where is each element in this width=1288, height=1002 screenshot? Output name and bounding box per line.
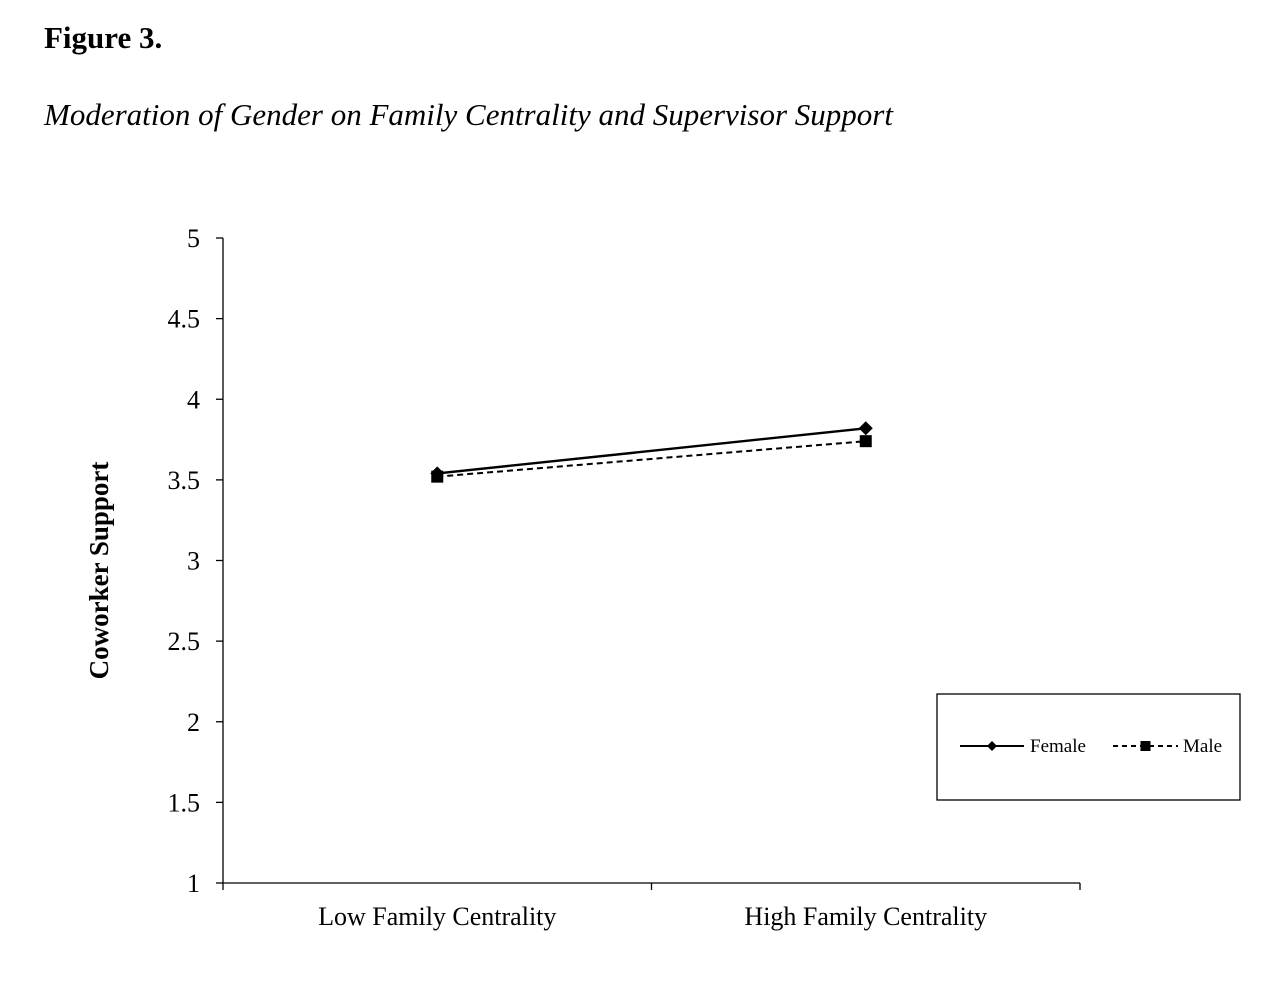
legend-item-male: Male [1113, 736, 1222, 757]
x-ticks: Low Family Centrality High Family Central… [222, 883, 1081, 931]
series-female [430, 421, 873, 481]
legend-label: Female [1030, 736, 1086, 757]
y-tick-label: 1 [187, 869, 200, 898]
legend-label: Male [1183, 736, 1222, 757]
series-line-male [437, 440, 866, 478]
y-tick-label: 3 [187, 547, 200, 576]
data-point-male [431, 470, 444, 483]
y-axis-label: Coworker Support [84, 462, 114, 680]
series-group [430, 421, 873, 483]
y-tick-label: 5 [187, 224, 200, 253]
x-tick-label: Low Family Centrality [318, 902, 556, 931]
y-tick-label: 3.5 [168, 466, 201, 495]
figure-title: Moderation of Gender on Family Centralit… [44, 97, 893, 132]
series-male [431, 435, 872, 483]
data-point-male [859, 435, 872, 448]
y-tick-label: 2.5 [168, 627, 201, 656]
y-tick-label: 4.5 [168, 305, 201, 334]
legend-marker [1140, 741, 1151, 751]
series-line-female [437, 427, 866, 475]
legend-item-female: Female [960, 736, 1086, 757]
legend: Female Male [936, 693, 1241, 801]
legend-marker [987, 741, 997, 751]
x-tick-label: High Family Centrality [744, 902, 987, 931]
y-ticks: 1 1.5 2 2.5 3 3.5 4 4.5 5 [168, 224, 223, 898]
data-point-female [858, 421, 873, 436]
y-tick-label: 4 [187, 385, 200, 414]
y-tick-label: 1.5 [168, 788, 201, 817]
y-tick-label: 2 [187, 708, 200, 737]
figure-label: Figure 3. [44, 20, 163, 55]
